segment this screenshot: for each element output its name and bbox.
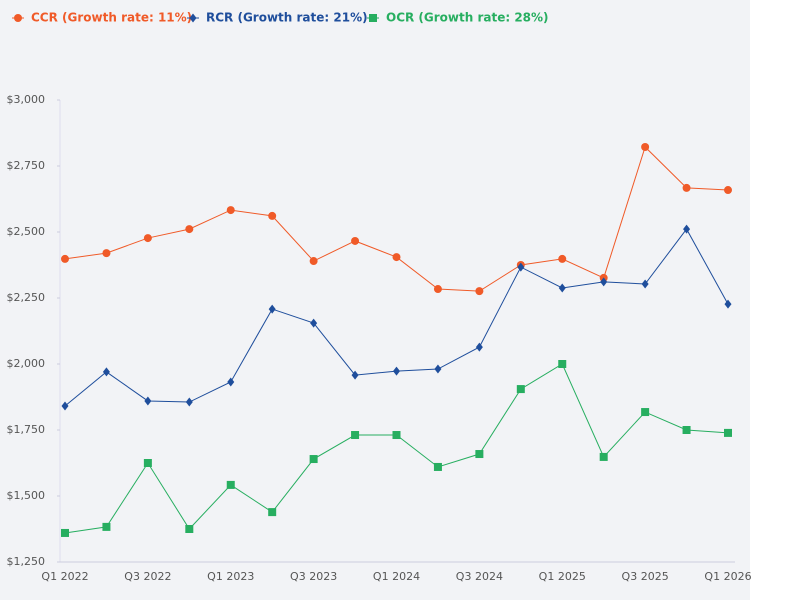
x-tick-label: Q1 2022: [41, 570, 88, 583]
legend-label: CCR (Growth rate: 11%): [31, 11, 192, 25]
marker: [102, 249, 111, 258]
marker: [226, 480, 235, 489]
marker: [599, 452, 608, 461]
marker: [475, 287, 484, 296]
x-tick-label: Q3 2025: [622, 570, 669, 583]
marker: [517, 262, 525, 272]
y-tick-label: $1,500: [7, 489, 46, 502]
marker: [516, 385, 525, 394]
marker: [600, 277, 608, 287]
marker: [185, 397, 193, 407]
x-tick-label: Q3 2022: [124, 570, 171, 583]
marker: [309, 455, 318, 464]
legend: CCR (Growth rate: 11%) RCR (Growth rate: …: [12, 11, 549, 25]
marker: [143, 234, 152, 243]
marker: [226, 206, 235, 215]
y-tick-label: $1,250: [7, 555, 46, 568]
marker: [185, 225, 194, 234]
marker: [102, 367, 110, 377]
marker: [558, 283, 566, 293]
marker: [227, 377, 235, 387]
y-tick-label: $2,500: [7, 225, 46, 238]
marker: [475, 450, 484, 459]
y-tick-label: $3,000: [7, 93, 46, 106]
marker: [268, 508, 277, 517]
marker: [641, 142, 650, 151]
marker: [558, 254, 567, 263]
marker: [144, 396, 152, 406]
marker: [143, 459, 152, 467]
legend-label: OCR (Growth rate: 28%): [386, 11, 549, 25]
marker: [392, 253, 401, 262]
marker: [641, 279, 649, 289]
marker: [724, 186, 732, 195]
y-tick-label: $2,750: [7, 159, 46, 172]
y-tick-label: $1,750: [7, 423, 46, 436]
marker: [309, 257, 318, 266]
x-tick-label: Q3 2023: [290, 570, 337, 583]
x-tick-label: Q1 2023: [207, 570, 254, 583]
y-tick-label: $2,000: [7, 357, 46, 370]
marker: [682, 426, 691, 434]
marker: [682, 183, 691, 192]
marker: [351, 370, 359, 380]
marker: [393, 366, 400, 376]
marker: [102, 522, 111, 531]
x-tick-label: Q1 2026: [704, 570, 751, 583]
marker: [351, 236, 360, 245]
marker: [268, 304, 276, 314]
marker: [392, 431, 401, 440]
marker: [61, 254, 69, 263]
marker: [434, 364, 442, 374]
marker: [61, 528, 69, 537]
marker: [724, 299, 732, 309]
x-tick-label: Q1 2025: [539, 570, 586, 583]
marker: [310, 318, 318, 328]
y-tick-label: $2,250: [7, 291, 46, 304]
marker: [724, 428, 732, 437]
marker: [475, 342, 483, 352]
marker: [268, 211, 277, 220]
marker: [683, 224, 691, 234]
marker: [433, 285, 442, 294]
x-tick-label: Q3 2024: [456, 570, 503, 583]
plot-background: [0, 0, 750, 600]
x-tick-label: Q1 2024: [373, 570, 420, 583]
marker: [558, 360, 567, 368]
marker: [185, 525, 194, 533]
marker: [641, 408, 650, 417]
marker: [433, 462, 442, 471]
legend-label: RCR (Growth rate: 21%): [206, 11, 368, 25]
marker: [61, 401, 69, 411]
marker: [351, 431, 360, 440]
